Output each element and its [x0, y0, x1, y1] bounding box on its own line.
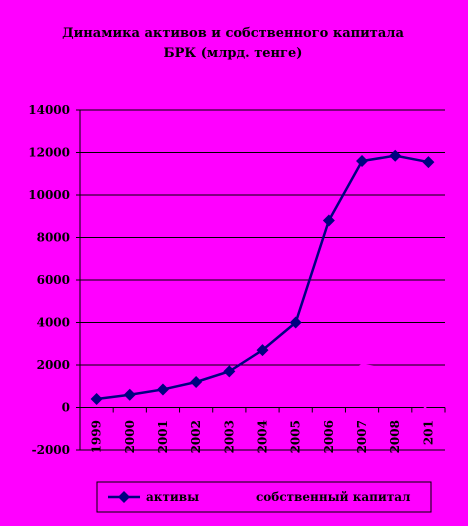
chart-title: Динамика активов и собственного капитала [62, 26, 404, 41]
y-tick-label: 0 [62, 401, 70, 415]
x-tick-label: 2005 [289, 420, 303, 453]
legend-label-equity: собственный капитал [256, 490, 411, 504]
legend: активы собственный капитал [96, 481, 432, 513]
x-tick-label: 2003 [222, 420, 236, 453]
x-tick-label: 2006 [322, 420, 336, 453]
series-0-point [223, 365, 236, 378]
x-tick-label: 201 [421, 420, 435, 445]
y-axis-ticks: 14000 12000 10000 8000 6000 4000 2000 0 -2000 [28, 103, 80, 457]
series-0-point [322, 214, 335, 227]
series-0-point [289, 316, 302, 329]
x-tick-label: 2008 [388, 420, 402, 453]
series-line-1 [96, 363, 430, 413]
series-0-point [422, 156, 435, 169]
x-axis-ticks: 1999 2000 2001 2002 2003 2004 2005 2006 2007 2008… [90, 407, 446, 453]
series-0-point [256, 344, 269, 357]
series-0-point [389, 149, 402, 162]
series-0-point [190, 376, 203, 388]
x-tick-label: 2004 [256, 420, 270, 453]
x-tick-label: 1999 [90, 420, 104, 453]
x-tick-label: 2002 [189, 420, 203, 453]
y-tick-label: 14000 [28, 103, 70, 117]
x-tick-label: 2000 [123, 420, 137, 453]
y-tick-label: 12000 [28, 146, 70, 160]
legend-marker-assets [118, 491, 130, 503]
series-0-point [90, 393, 103, 405]
y-tick-label: 8000 [37, 231, 70, 245]
series-0-point [156, 383, 169, 396]
legend-box [96, 481, 432, 513]
grid [80, 109, 445, 451]
series-layer [90, 149, 435, 413]
chart-subtitle: БРК (млрд. тенге) [164, 46, 303, 61]
x-tick-label: 2007 [355, 420, 369, 453]
series-0-point [356, 155, 369, 167]
y-tick-label: 6000 [37, 273, 70, 287]
y-tick-label: 4000 [37, 316, 70, 330]
series-line-0 [96, 154, 429, 401]
legend-label-assets: активы [146, 490, 199, 504]
y-tick-label: 10000 [28, 188, 70, 202]
y-tick-label: 2000 [37, 358, 70, 372]
y-tick-label: -2000 [32, 443, 70, 457]
series-0-point [123, 388, 136, 401]
x-tick-label: 2001 [156, 420, 170, 453]
